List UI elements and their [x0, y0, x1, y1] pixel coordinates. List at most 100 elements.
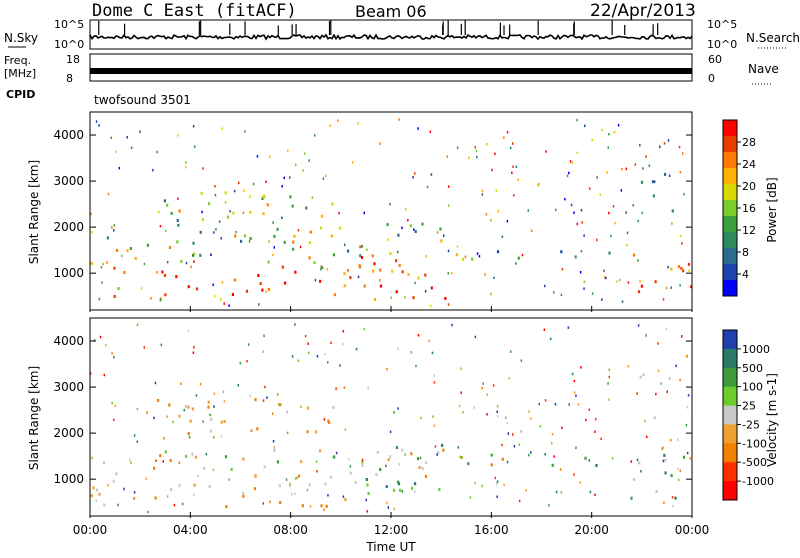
data-cell	[126, 249, 129, 253]
data-cell	[166, 203, 169, 207]
data-cell	[355, 347, 358, 351]
data-cell	[268, 287, 271, 291]
data-cell	[476, 155, 478, 159]
data-cell	[508, 377, 510, 380]
power-colorbar-label: Power [dB]	[765, 177, 779, 242]
data-cell	[338, 226, 341, 230]
data-cell	[521, 253, 524, 257]
data-cell	[401, 448, 404, 452]
data-cell	[123, 487, 125, 491]
data-cell	[113, 229, 115, 232]
colorbar-segment	[723, 216, 737, 233]
data-cell	[414, 172, 416, 175]
data-cell	[278, 484, 281, 488]
data-cell	[407, 273, 410, 277]
data-cell	[379, 268, 382, 272]
data-cell	[93, 339, 96, 342]
data-cell	[412, 296, 415, 300]
data-cell	[164, 450, 167, 454]
data-cell	[607, 382, 609, 385]
colorbar-tick-label: 16	[742, 202, 756, 215]
data-cell	[152, 168, 154, 172]
data-cell	[249, 195, 251, 198]
data-cell	[306, 406, 309, 410]
data-cell	[333, 455, 336, 459]
data-cell	[645, 334, 647, 337]
data-cell	[294, 323, 296, 326]
data-cell	[224, 201, 227, 204]
data-cell	[320, 214, 323, 218]
data-cell	[399, 488, 402, 492]
data-cell	[663, 501, 665, 505]
data-cell	[679, 378, 681, 382]
data-cell	[262, 502, 264, 505]
x-axis: 00:00 04:00 08:00 12:00 16:00 20:00 00:00	[73, 306, 709, 537]
data-cell	[553, 455, 555, 458]
colorbar-segment	[723, 232, 737, 249]
data-cell	[212, 468, 215, 472]
data-cell	[679, 234, 682, 238]
data-cell	[220, 435, 223, 438]
data-cell	[544, 399, 547, 402]
data-cell	[301, 504, 304, 508]
data-cell	[296, 476, 298, 480]
data-cell	[299, 245, 302, 249]
data-cell	[338, 211, 340, 215]
noise-right-tick-top: 10^5	[707, 18, 737, 31]
data-cell	[584, 124, 586, 128]
data-cell	[361, 458, 364, 462]
data-cell	[264, 385, 266, 389]
data-cell	[539, 425, 542, 428]
data-cell	[409, 224, 412, 228]
data-cell	[683, 192, 685, 196]
data-cell	[323, 418, 326, 421]
data-cell	[166, 495, 169, 498]
data-cell	[163, 273, 167, 277]
data-cell	[637, 324, 640, 327]
noise-line	[89, 33, 693, 41]
data-cell	[414, 230, 417, 233]
data-cell	[272, 440, 275, 443]
data-cell	[462, 411, 464, 414]
data-cell	[667, 265, 669, 269]
data-cell	[111, 352, 113, 355]
data-cell	[166, 415, 168, 418]
data-cell	[567, 326, 570, 329]
beam-label: Beam 06	[355, 2, 427, 21]
data-cell	[210, 253, 212, 256]
data-cell	[321, 266, 324, 269]
data-cell	[690, 285, 693, 289]
data-cell	[164, 293, 167, 297]
data-cell	[295, 477, 297, 480]
data-cell	[640, 284, 643, 288]
data-cell	[373, 262, 376, 266]
freq-tick-bottom: 8	[66, 72, 73, 85]
data-cell	[596, 238, 598, 242]
data-cell	[662, 459, 665, 463]
data-cell	[136, 323, 139, 327]
data-cell	[573, 473, 575, 476]
data-cell	[159, 225, 162, 228]
date-label: 22/Apr/2013	[590, 1, 696, 21]
data-cell	[379, 468, 382, 471]
data-cell	[392, 488, 396, 492]
data-cell	[468, 156, 470, 160]
data-cell	[606, 171, 608, 174]
data-cell	[417, 127, 419, 130]
data-cell	[110, 136, 112, 140]
data-cell	[528, 410, 530, 413]
data-cell	[319, 226, 322, 230]
data-cell	[154, 381, 157, 385]
data-cell	[305, 206, 308, 210]
data-cell	[150, 297, 152, 300]
data-cell	[678, 145, 681, 149]
colorbar-segment	[723, 424, 737, 444]
data-cell	[439, 227, 442, 231]
data-cell	[679, 171, 682, 174]
data-cell	[297, 229, 300, 232]
data-cell	[456, 245, 459, 248]
data-cell	[617, 124, 620, 127]
x-tick-label: 16:00	[474, 523, 509, 537]
data-cell	[581, 221, 583, 224]
data-cell	[212, 283, 214, 287]
